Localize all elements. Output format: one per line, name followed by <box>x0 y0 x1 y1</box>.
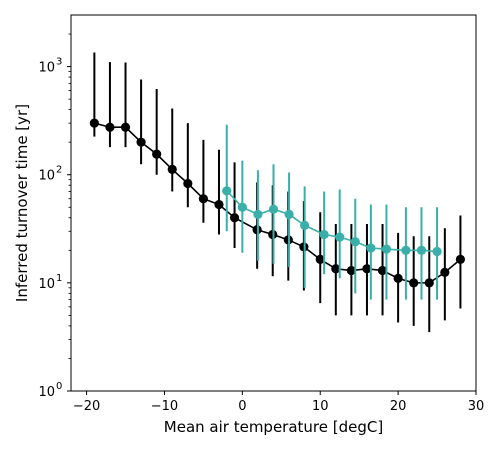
data-point <box>105 122 115 132</box>
x-tick-label: −10 <box>151 399 178 414</box>
data-point <box>319 229 329 240</box>
data-point <box>89 118 99 128</box>
data-point <box>253 209 263 219</box>
data-point <box>393 273 403 283</box>
data-point <box>237 202 247 212</box>
x-tick-label: 10 <box>312 399 329 414</box>
plot-frame <box>70 14 477 392</box>
data-point <box>335 232 345 242</box>
y-tick-exponent: 0 <box>56 381 62 392</box>
data-point <box>152 149 162 159</box>
x-tick-label: 0 <box>238 399 246 414</box>
y-axis-label: Inferred turnover time [yr] <box>13 104 31 302</box>
data-point <box>167 164 177 175</box>
y-tick-label: 10 <box>38 169 55 184</box>
data-point <box>377 265 388 276</box>
data-point <box>455 254 466 264</box>
data-point <box>401 245 411 255</box>
data-point <box>416 245 427 255</box>
data-point <box>300 220 310 230</box>
data-point <box>136 137 146 147</box>
x-axis-label: Mean air temperature [degC] <box>164 418 383 436</box>
y-tick-exponent: 1 <box>56 273 62 284</box>
data-point <box>362 264 372 274</box>
data-point <box>432 246 442 257</box>
data-point <box>268 204 279 214</box>
data-point <box>346 265 356 276</box>
data-point <box>350 237 360 247</box>
data-point <box>366 243 376 253</box>
y-tick-exponent: 2 <box>56 165 62 176</box>
x-tick-label: 30 <box>468 399 485 414</box>
y-tick-label: 10 <box>38 277 55 292</box>
data-point <box>222 186 232 196</box>
data-point <box>381 244 392 254</box>
data-point <box>315 254 325 264</box>
y-tick-exponent: 3 <box>56 57 62 68</box>
data-point <box>120 122 131 132</box>
data-point <box>229 213 240 223</box>
data-point <box>284 209 294 219</box>
plot-area <box>89 52 466 333</box>
y-tick-label: 10 <box>38 385 55 400</box>
data-point <box>440 267 450 277</box>
x-tick-label: −20 <box>73 399 100 414</box>
data-point <box>198 194 209 204</box>
x-tick-label: 20 <box>390 399 407 414</box>
data-point <box>409 278 419 288</box>
data-point <box>424 278 434 288</box>
data-point <box>183 178 193 189</box>
data-point <box>331 264 341 274</box>
data-point <box>214 199 224 210</box>
y-tick-label: 10 <box>38 61 55 76</box>
